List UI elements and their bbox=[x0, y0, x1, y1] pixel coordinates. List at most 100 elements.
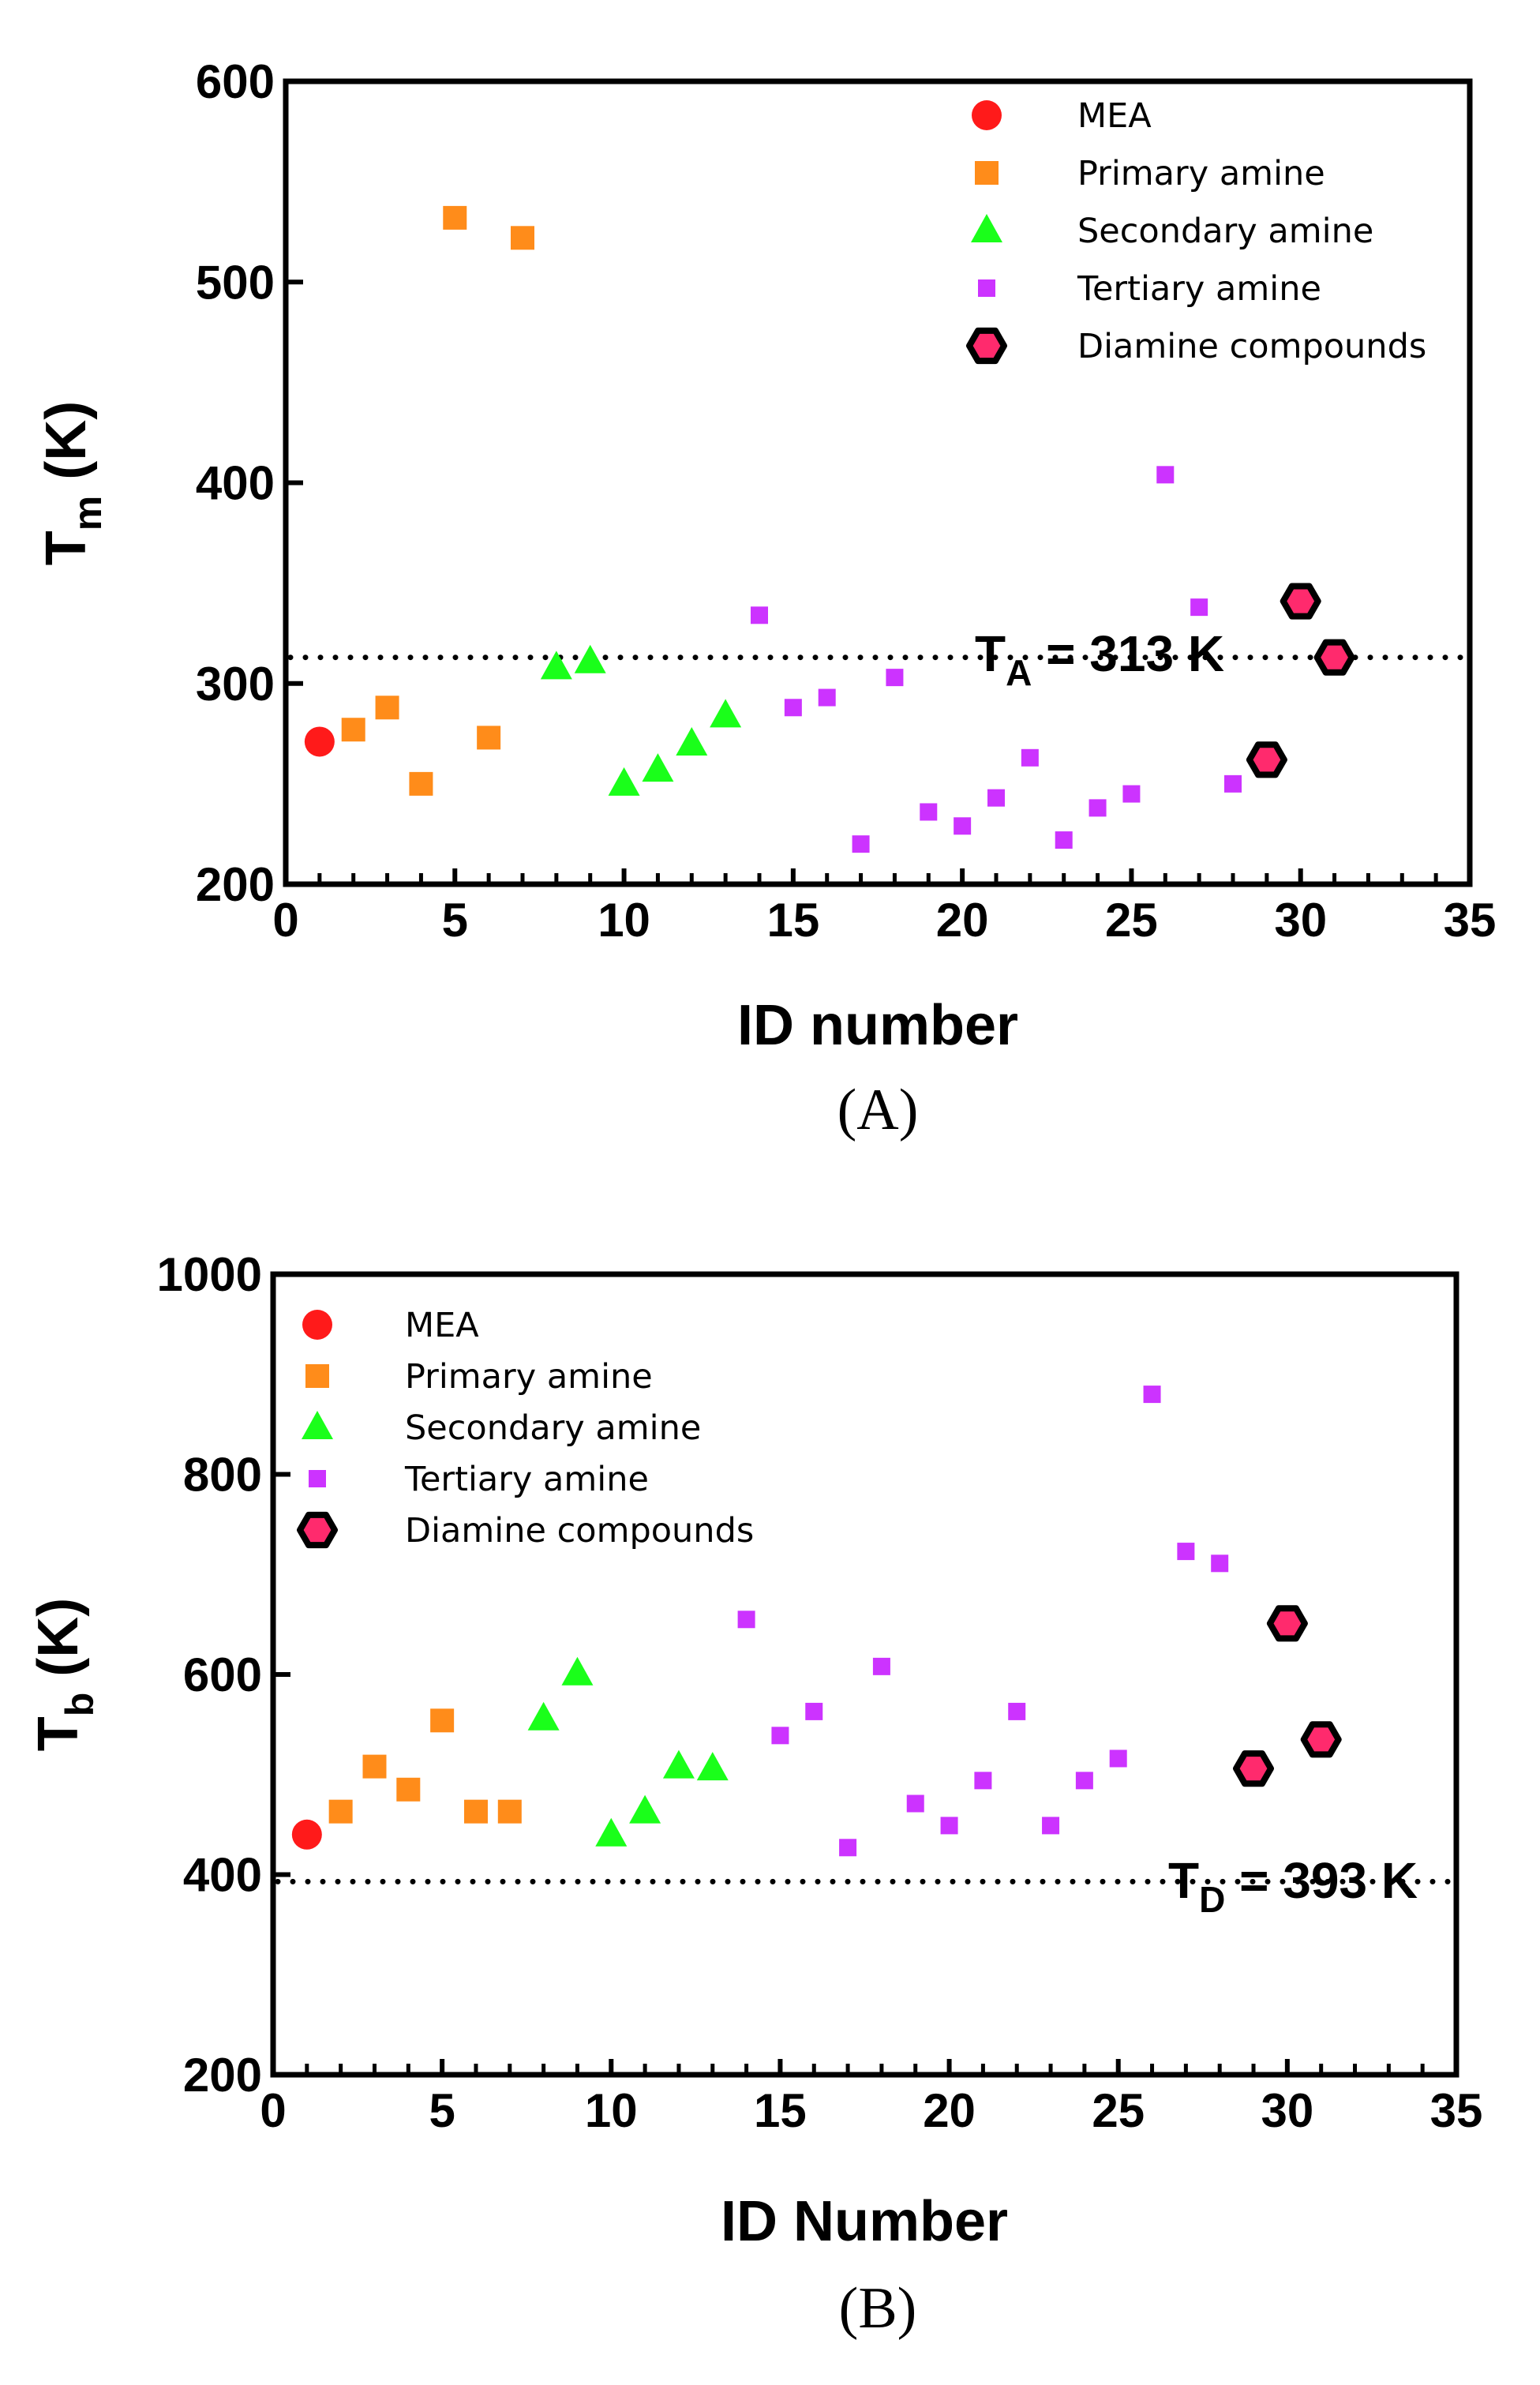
data-point bbox=[1211, 1554, 1229, 1573]
data-point bbox=[463, 1799, 488, 1824]
y-tick-label: 800 bbox=[183, 1449, 262, 1502]
series-diamine-compounds bbox=[1233, 1605, 1342, 1787]
legend-marker bbox=[302, 1310, 332, 1340]
series-primary-amine bbox=[341, 205, 534, 796]
y-axis-title: Tm (K) bbox=[35, 401, 110, 565]
reference-line-label: TA = 313 K bbox=[975, 625, 1224, 693]
y-axis-title-unit: (K) bbox=[35, 401, 98, 496]
data-point bbox=[920, 803, 938, 821]
reference-label-rest: = 393 K bbox=[1225, 1852, 1418, 1909]
data-point bbox=[1313, 639, 1355, 676]
legend-marker bbox=[966, 327, 1007, 365]
data-point bbox=[1088, 799, 1107, 817]
y-tick-label: 200 bbox=[196, 858, 275, 911]
data-point bbox=[328, 1799, 353, 1824]
y-tick-label: 400 bbox=[183, 1849, 262, 1902]
x-tick-label: 5 bbox=[429, 2084, 455, 2137]
x-tick-label: 10 bbox=[598, 894, 650, 947]
data-point bbox=[852, 835, 870, 853]
data-point bbox=[1156, 466, 1175, 484]
data-point bbox=[886, 669, 904, 687]
data-point bbox=[540, 651, 572, 680]
x-tick-label: 20 bbox=[936, 894, 989, 947]
data-point bbox=[409, 771, 433, 796]
y-tick-label: 600 bbox=[183, 1648, 262, 1701]
series-secondary-amine bbox=[540, 644, 742, 796]
data-point bbox=[1190, 598, 1208, 617]
y-axis-title-sub: b bbox=[58, 1693, 102, 1717]
reference-label-rest: = 313 K bbox=[1032, 625, 1224, 682]
x-tick-label: 25 bbox=[1092, 2084, 1145, 2137]
legend-label: MEA bbox=[405, 1306, 479, 1345]
data-point bbox=[771, 1727, 789, 1745]
data-point bbox=[906, 1794, 924, 1813]
legend-label: Primary amine bbox=[405, 1357, 653, 1397]
legend-label: Tertiary amine bbox=[404, 1460, 649, 1499]
data-point bbox=[1177, 1543, 1195, 1561]
y-tick-label: 400 bbox=[196, 457, 275, 510]
series-diamine-compounds bbox=[1246, 583, 1355, 778]
data-point bbox=[396, 1777, 421, 1802]
data-point bbox=[527, 1701, 560, 1731]
data-point bbox=[1055, 831, 1073, 849]
x-tick-label: 5 bbox=[442, 894, 468, 947]
legend: MEA Primary amine Secondary amine Tertiary … bbox=[297, 1306, 754, 1551]
series-secondary-amine bbox=[527, 1656, 729, 1847]
data-point bbox=[954, 817, 972, 835]
data-point bbox=[818, 688, 836, 707]
data-point bbox=[1300, 1721, 1342, 1758]
data-point bbox=[940, 1817, 958, 1835]
x-tick-label: 35 bbox=[1444, 894, 1497, 947]
legend-label: Tertiary amine bbox=[1077, 269, 1321, 309]
data-point bbox=[574, 644, 606, 673]
data-point bbox=[696, 1752, 729, 1781]
data-point bbox=[662, 1749, 695, 1779]
data-point bbox=[608, 767, 640, 796]
y-tick-label: 300 bbox=[196, 658, 275, 711]
legend-marker bbox=[975, 161, 999, 185]
data-point bbox=[595, 1817, 628, 1847]
data-point bbox=[375, 696, 399, 720]
x-axis-title: ID number bbox=[737, 994, 1018, 1057]
x-tick-label: 15 bbox=[754, 2084, 807, 2137]
data-point bbox=[1008, 1702, 1026, 1720]
data-point bbox=[1042, 1817, 1060, 1835]
panel-caption: (B) bbox=[839, 2276, 917, 2341]
legend-marker bbox=[305, 1364, 329, 1388]
x-tick-label: 0 bbox=[272, 894, 298, 947]
y-tick-label: 1000 bbox=[157, 1248, 262, 1301]
legend-marker bbox=[972, 100, 1002, 130]
y-axis-title-sub: m bbox=[66, 496, 110, 531]
data-point bbox=[430, 1708, 455, 1733]
data-point bbox=[561, 1656, 594, 1686]
legend-label: MEA bbox=[1077, 96, 1152, 136]
data-point bbox=[872, 1657, 890, 1675]
x-tick-label: 25 bbox=[1105, 894, 1158, 947]
x-axis-title: ID Number bbox=[721, 2190, 1008, 2253]
data-point bbox=[497, 1799, 522, 1824]
data-point bbox=[477, 726, 501, 750]
y-tick-label: 200 bbox=[183, 2049, 262, 2102]
legend-label: Diamine compounds bbox=[1077, 327, 1426, 366]
reference-label-sub: D bbox=[1199, 1879, 1225, 1920]
reference-line-label: TD = 393 K bbox=[1168, 1852, 1418, 1920]
series-mea bbox=[304, 726, 335, 757]
data-point bbox=[1280, 583, 1321, 620]
x-tick-label: 30 bbox=[1261, 2084, 1313, 2137]
data-point bbox=[1075, 1772, 1093, 1790]
legend-marker bbox=[978, 279, 995, 297]
data-point bbox=[304, 726, 335, 757]
legend-marker bbox=[971, 214, 1002, 242]
legend-label: Diamine compounds bbox=[405, 1511, 754, 1551]
data-point bbox=[443, 205, 467, 230]
data-point bbox=[291, 1819, 322, 1850]
series-tertiary-amine bbox=[737, 1386, 1229, 1857]
x-tick-label: 35 bbox=[1430, 2084, 1483, 2137]
data-point bbox=[676, 727, 708, 756]
data-point bbox=[1224, 774, 1242, 793]
legend-label: Secondary amine bbox=[405, 1408, 701, 1448]
legend: MEA Primary amine Secondary amine Tertiary … bbox=[966, 96, 1426, 366]
legend-marker bbox=[302, 1411, 333, 1439]
x-tick-label: 20 bbox=[923, 2084, 976, 2137]
